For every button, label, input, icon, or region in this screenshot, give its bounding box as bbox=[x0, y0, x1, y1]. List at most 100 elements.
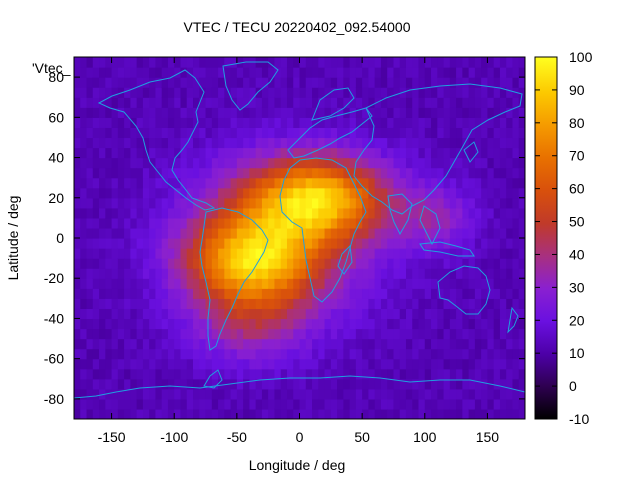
heatmap-cell bbox=[155, 207, 163, 219]
heatmap-cell bbox=[249, 117, 257, 128]
heatmap-cell bbox=[74, 147, 81, 159]
heatmap-cell bbox=[387, 308, 395, 320]
heatmap-cell bbox=[274, 57, 282, 68]
heatmap-cell bbox=[443, 298, 451, 309]
heatmap-cell bbox=[506, 127, 514, 139]
heatmap-cell bbox=[368, 248, 376, 259]
heatmap-cell bbox=[343, 268, 351, 279]
heatmap-cell bbox=[324, 207, 332, 219]
heatmap-cell bbox=[362, 338, 369, 350]
heatmap-cell bbox=[418, 288, 426, 299]
heatmap-cell bbox=[324, 298, 332, 309]
heatmap-cell bbox=[305, 177, 313, 189]
heatmap-cell bbox=[337, 268, 344, 279]
heatmap-cell bbox=[456, 358, 463, 370]
heatmap-cell bbox=[130, 268, 138, 279]
heatmap-cell bbox=[399, 248, 407, 259]
heatmap-cell bbox=[405, 278, 413, 289]
heatmap-cell bbox=[518, 278, 525, 289]
heatmap-cell bbox=[274, 137, 282, 149]
heatmap-cell bbox=[293, 77, 301, 88]
heatmap-cell bbox=[355, 408, 363, 419]
heatmap-cell bbox=[337, 248, 344, 259]
heatmap-cell bbox=[374, 127, 382, 139]
heatmap-cell bbox=[456, 227, 463, 239]
heatmap-cell bbox=[499, 348, 507, 360]
heatmap-cell bbox=[374, 258, 382, 269]
heatmap-cell bbox=[74, 328, 81, 340]
heatmap-cell bbox=[393, 238, 401, 249]
heatmap-cell bbox=[268, 57, 276, 68]
heatmap-cell bbox=[312, 258, 319, 269]
heatmap-cell bbox=[86, 338, 94, 350]
heatmap-cell bbox=[149, 177, 157, 189]
heatmap-cell bbox=[117, 197, 125, 209]
heatmap-cell bbox=[180, 298, 188, 309]
heatmap-cell bbox=[324, 288, 332, 299]
heatmap-cell bbox=[199, 97, 207, 108]
heatmap-cell bbox=[111, 368, 119, 380]
heatmap-cell bbox=[167, 338, 175, 350]
heatmap-cell bbox=[362, 328, 369, 340]
heatmap-cell bbox=[462, 388, 470, 400]
heatmap-cell bbox=[130, 398, 138, 410]
heatmap-cell bbox=[481, 227, 489, 239]
heatmap-cell bbox=[299, 127, 307, 139]
heatmap-cell bbox=[249, 67, 257, 78]
heatmap-cell bbox=[518, 378, 525, 390]
heatmap-cell bbox=[299, 398, 307, 410]
heatmap-cell bbox=[481, 177, 489, 189]
heatmap-cell bbox=[299, 388, 307, 400]
heatmap-cell bbox=[312, 238, 319, 249]
heatmap-cell bbox=[437, 388, 445, 400]
heatmap-cell bbox=[117, 298, 125, 309]
heatmap-cell bbox=[512, 328, 520, 340]
heatmap-cell bbox=[186, 127, 194, 139]
heatmap-cell bbox=[518, 388, 525, 400]
heatmap-cell bbox=[318, 97, 326, 108]
heatmap-cell bbox=[286, 217, 294, 229]
heatmap-cell bbox=[193, 77, 200, 88]
heatmap-cell bbox=[337, 388, 344, 400]
heatmap-cell bbox=[86, 187, 94, 199]
heatmap-cell bbox=[230, 197, 238, 209]
heatmap-cell bbox=[299, 308, 307, 320]
heatmap-cell bbox=[149, 388, 157, 400]
heatmap-cell bbox=[355, 238, 363, 249]
heatmap-cell bbox=[99, 298, 106, 309]
heatmap-cell bbox=[255, 258, 263, 269]
heatmap-cell bbox=[161, 268, 169, 279]
heatmap-cell bbox=[506, 77, 514, 88]
heatmap-cell bbox=[117, 57, 125, 68]
heatmap-cell bbox=[80, 97, 88, 108]
heatmap-cell bbox=[155, 278, 163, 289]
heatmap-cell bbox=[355, 97, 363, 108]
heatmap-cell bbox=[167, 67, 175, 78]
heatmap-cell bbox=[493, 167, 501, 179]
heatmap-cell bbox=[124, 298, 131, 309]
heatmap-cell bbox=[186, 298, 194, 309]
heatmap-cell bbox=[199, 157, 207, 169]
heatmap-cells bbox=[74, 57, 525, 419]
heatmap-cell bbox=[368, 137, 376, 149]
heatmap-cell bbox=[211, 348, 219, 360]
heatmap-cell bbox=[512, 278, 520, 289]
heatmap-cell bbox=[261, 398, 269, 410]
heatmap-cell bbox=[468, 147, 476, 159]
heatmap-cell bbox=[349, 368, 357, 380]
heatmap-cell bbox=[324, 348, 332, 360]
heatmap-cell bbox=[337, 328, 344, 340]
heatmap-cell bbox=[506, 338, 514, 350]
heatmap-cell bbox=[468, 57, 476, 68]
heatmap-cell bbox=[205, 318, 213, 330]
heatmap-cell bbox=[155, 258, 163, 269]
heatmap-cell bbox=[343, 408, 351, 419]
heatmap-cell bbox=[449, 398, 457, 410]
heatmap-cell bbox=[399, 157, 407, 169]
heatmap-cell bbox=[117, 378, 125, 390]
heatmap-cell bbox=[274, 328, 282, 340]
heatmap-cell bbox=[261, 408, 269, 419]
heatmap-cell bbox=[261, 227, 269, 239]
heatmap-cell bbox=[286, 288, 294, 299]
heatmap-cell bbox=[318, 388, 326, 400]
